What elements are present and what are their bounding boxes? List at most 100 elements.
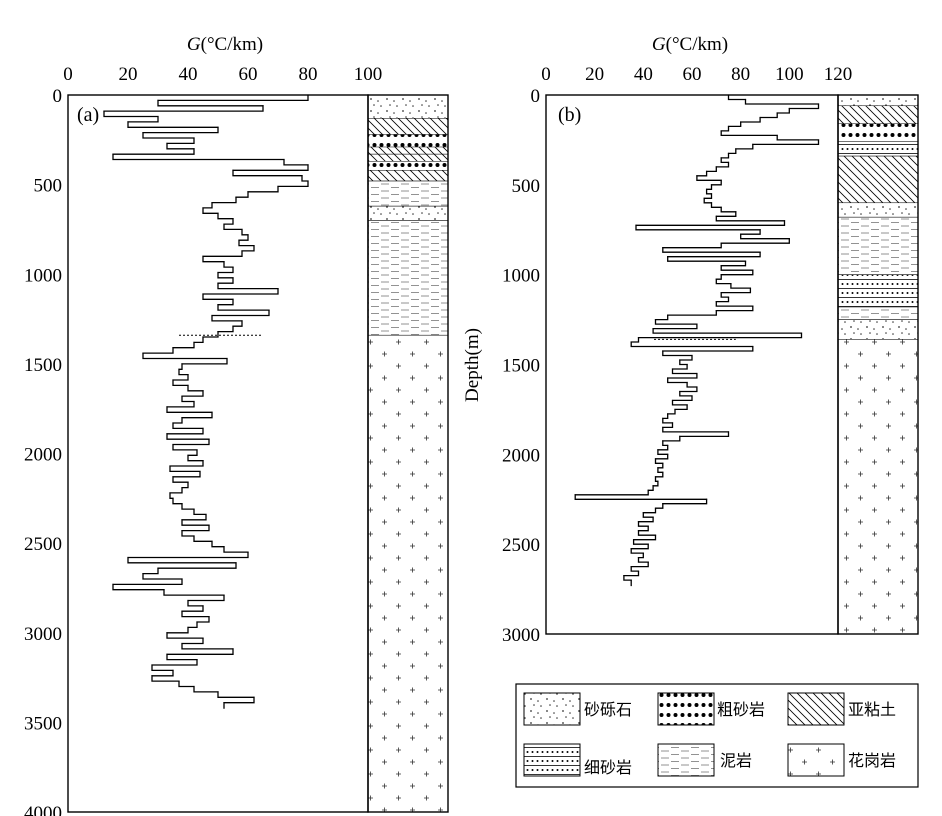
y-axis-title-b: Depth(m) xyxy=(462,328,483,402)
gradient-line xyxy=(574,95,820,587)
data-point xyxy=(727,125,730,128)
lithology-layer-mud xyxy=(367,180,449,207)
data-point xyxy=(193,535,195,537)
data-point xyxy=(667,413,669,415)
x-tick-label: 0 xyxy=(541,64,551,85)
data-point xyxy=(654,534,657,536)
data-point xyxy=(667,453,669,455)
data-point xyxy=(715,278,717,280)
data-point xyxy=(662,426,664,428)
legend-swatch-mud xyxy=(657,743,715,777)
lithology-frame-a xyxy=(367,94,449,813)
data-point xyxy=(187,384,189,386)
data-point xyxy=(103,110,105,112)
legend-label-clay: 亚粘土 xyxy=(848,701,896,719)
data-point xyxy=(217,282,219,284)
data-point xyxy=(181,417,183,419)
data-point xyxy=(686,363,688,366)
x-tick-label: 100 xyxy=(354,64,383,85)
data-point xyxy=(752,269,754,271)
data-point xyxy=(740,121,742,123)
data-point xyxy=(232,218,234,220)
lithology-layer-coarse xyxy=(837,123,919,142)
panel-label-b: (b) xyxy=(558,104,581,126)
data-point xyxy=(193,685,195,688)
data-point xyxy=(817,139,820,141)
data-point xyxy=(667,256,669,258)
x-tick-label: 20 xyxy=(585,64,604,85)
data-point xyxy=(630,341,632,343)
lithology-layer-gravel xyxy=(367,94,449,119)
lithology-layer-coarse xyxy=(367,161,449,171)
lithology-frame-b xyxy=(837,94,919,635)
data-point xyxy=(217,271,219,274)
data-point xyxy=(647,489,649,491)
data-point xyxy=(720,274,722,276)
data-point xyxy=(727,431,730,433)
data-point xyxy=(637,557,640,559)
x-tick-label: 60 xyxy=(239,64,258,85)
data-point xyxy=(166,406,168,408)
data-point xyxy=(635,224,637,226)
legend-label-gravel: 砂砾石 xyxy=(584,701,632,719)
data-point xyxy=(268,309,270,311)
y-tick-label: 500 xyxy=(34,176,63,197)
data-point xyxy=(181,529,183,532)
data-point xyxy=(178,680,180,682)
data-point xyxy=(783,220,786,222)
data-point xyxy=(710,202,713,204)
data-point xyxy=(696,175,698,177)
legend-swatch-gravel xyxy=(523,692,581,726)
plot-frame-b xyxy=(545,94,839,635)
data-point xyxy=(671,368,674,370)
y-tick-label: 1000 xyxy=(502,266,540,287)
lithology-layer-clay xyxy=(367,170,449,182)
data-point xyxy=(232,325,234,327)
data-point xyxy=(166,653,168,655)
y-tick-label: 3500 xyxy=(24,713,62,734)
legend-frame xyxy=(515,683,919,788)
data-point xyxy=(172,379,174,381)
data-point xyxy=(744,260,747,262)
data-point xyxy=(715,166,717,168)
data-point xyxy=(759,251,761,253)
data-point xyxy=(202,427,204,430)
y-tick-label: 0 xyxy=(53,86,63,107)
x-axis-title-b: G(°C/km) xyxy=(652,34,728,55)
data-point xyxy=(703,197,705,199)
lithology-layer-clay xyxy=(837,155,919,204)
data-point xyxy=(247,551,249,553)
data-point xyxy=(647,561,649,563)
data-point xyxy=(202,390,204,392)
data-point xyxy=(744,98,747,101)
data-point xyxy=(202,460,204,462)
data-point xyxy=(151,675,153,677)
data-point xyxy=(172,476,174,478)
data-point xyxy=(151,664,153,666)
legend-label-granite: 花岗岩 xyxy=(848,752,896,770)
data-point xyxy=(142,572,144,575)
data-point xyxy=(691,354,693,357)
data-point xyxy=(679,359,681,361)
data-point xyxy=(241,250,243,252)
legend-swatch-fine xyxy=(523,743,581,777)
data-point xyxy=(241,320,243,322)
data-point xyxy=(727,152,730,154)
data-point xyxy=(691,395,693,397)
y-tick-label: 1500 xyxy=(24,355,62,376)
data-point xyxy=(253,696,255,698)
data-point xyxy=(788,107,790,110)
data-point xyxy=(232,266,234,268)
lithology-layer-fine xyxy=(837,141,919,157)
lithology-layer-gravel xyxy=(837,202,919,218)
data-point xyxy=(202,255,204,257)
data-point xyxy=(662,247,664,249)
data-point xyxy=(202,605,204,607)
x-tick-label: 80 xyxy=(731,64,750,85)
y-tick-label: 3000 xyxy=(502,625,540,646)
data-point xyxy=(727,161,730,163)
data-point xyxy=(187,481,189,483)
y-tick-label: 2500 xyxy=(502,535,540,556)
axis-title-unit: (°C/km) xyxy=(666,34,728,55)
y-tick-labels-a: 0 500 1000 1500 2000 2500 3000 3500 4000 xyxy=(24,86,62,816)
